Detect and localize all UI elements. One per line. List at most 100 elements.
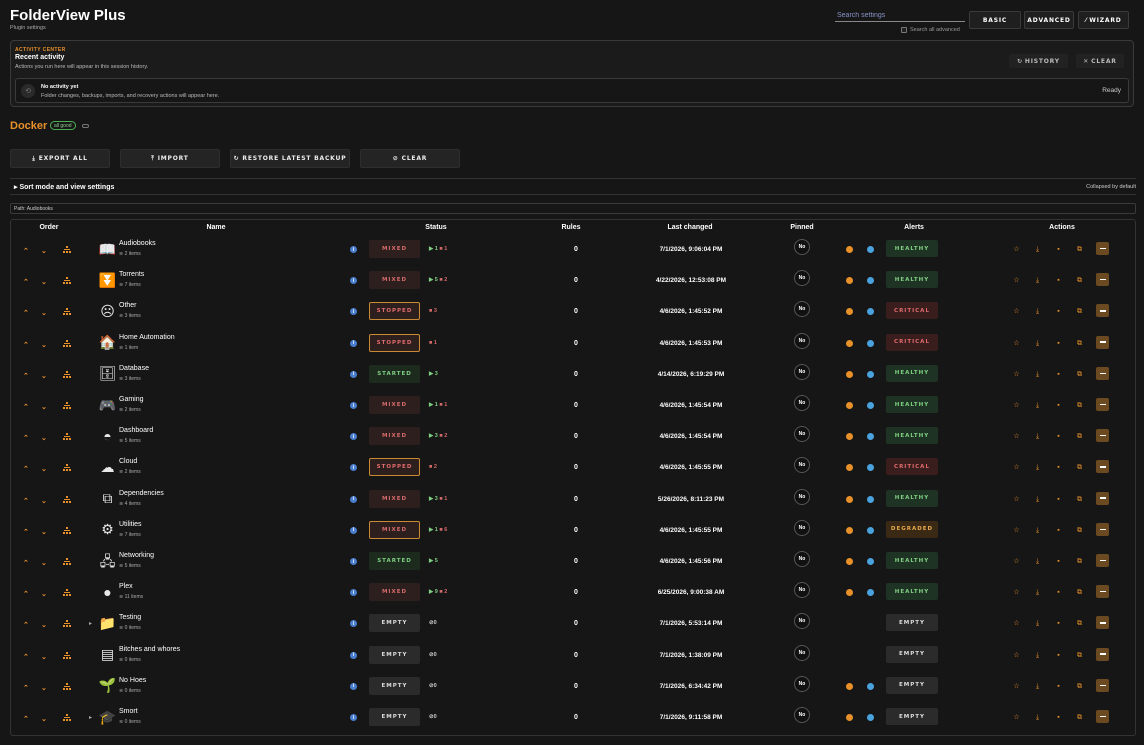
move-down-icon[interactable]: ⌄ <box>41 684 47 692</box>
star-icon[interactable]: ☆ <box>1013 651 1020 659</box>
copy-icon[interactable]: ⧉ <box>1077 495 1082 503</box>
hierarchy-icon[interactable] <box>63 526 71 535</box>
folder-name[interactable]: Dashboard <box>119 427 154 435</box>
search-all-checkbox[interactable] <box>901 27 907 33</box>
export-icon[interactable]: ⤓ <box>1035 464 1040 472</box>
export-icon[interactable]: ⤓ <box>1035 526 1040 534</box>
folder-name[interactable]: Home Automation <box>119 333 175 341</box>
pin-toggle[interactable]: No <box>794 363 810 380</box>
move-down-icon[interactable]: ⌄ <box>41 466 47 474</box>
info-icon[interactable]: i <box>350 402 357 409</box>
copy-icon[interactable]: ⧉ <box>1077 651 1082 659</box>
mode-basic-button[interactable]: BASIC <box>969 11 1021 29</box>
pin-toggle[interactable]: No <box>794 675 810 692</box>
info-icon[interactable]: i <box>350 246 357 253</box>
delete-icon[interactable]: ▪ <box>1057 433 1060 441</box>
folder-name[interactable]: Dependencies <box>119 489 164 497</box>
copy-icon[interactable]: ⧉ <box>1077 402 1082 409</box>
move-up-icon[interactable]: ⌃ <box>23 622 29 630</box>
hierarchy-icon[interactable] <box>63 402 71 410</box>
sort-settings-toggle[interactable]: ▸ Sort mode and view settings Collapsed … <box>10 178 1136 195</box>
info-icon[interactable]: i <box>350 620 357 628</box>
export-icon[interactable]: ⤓ <box>1035 339 1040 347</box>
search-all-toggle[interactable]: Search all advanced <box>901 27 960 33</box>
folder-name[interactable]: Networking <box>119 552 155 559</box>
move-up-icon[interactable]: ⌃ <box>23 248 29 255</box>
table-row[interactable]: ⌃ ⌄ ▸ 🎓 Smort ≋ 0 items i EMPTY ⊘0 0 7/1/2026, 9:1… <box>11 703 1135 734</box>
copy-icon[interactable]: ⧉ <box>1077 339 1082 347</box>
clear-button[interactable]: ⊘ CLEAR <box>360 149 460 168</box>
pin-toggle[interactable]: No <box>794 707 810 723</box>
hierarchy-icon[interactable] <box>63 620 71 628</box>
hierarchy-icon[interactable] <box>63 308 71 316</box>
menu-button[interactable] <box>1096 242 1109 255</box>
folder-name[interactable]: Plex <box>119 583 133 591</box>
info-icon[interactable]: i <box>350 526 357 534</box>
move-up-icon[interactable]: ⌃ <box>23 279 29 287</box>
star-icon[interactable]: ☆ <box>1013 308 1020 316</box>
table-row[interactable]: ⌃ ⌄ 🏠 Home Automation ≋ 1 item i STOPPED ■ 1 0 4/… <box>11 329 1135 360</box>
move-up-icon[interactable]: ⌃ <box>23 435 29 443</box>
delete-icon[interactable]: ▪ <box>1057 589 1060 597</box>
export-icon[interactable]: ⤓ <box>1035 495 1040 503</box>
info-icon[interactable]: i <box>350 558 357 565</box>
export-icon[interactable]: ⤓ <box>1035 370 1040 378</box>
export-icon[interactable]: ⤓ <box>1035 589 1040 597</box>
folder-name[interactable]: Audiobooks <box>119 240 156 247</box>
search-input[interactable] <box>835 9 965 22</box>
folder-name[interactable]: Smort <box>119 708 138 715</box>
hierarchy-icon[interactable] <box>63 682 71 691</box>
history-button[interactable]: ↻ HISTORY <box>1009 54 1068 68</box>
delete-icon[interactable]: ▪ <box>1057 682 1060 690</box>
menu-button[interactable] <box>1096 335 1109 349</box>
move-up-icon[interactable]: ⌃ <box>23 560 29 567</box>
export-all-button[interactable]: ⤓ EXPORT ALL <box>10 149 110 168</box>
folder-name[interactable]: Cloud <box>119 458 138 466</box>
delete-icon[interactable]: ▪ <box>1057 277 1060 285</box>
menu-button[interactable] <box>1096 273 1109 287</box>
move-up-icon[interactable]: ⌃ <box>23 341 29 349</box>
hierarchy-icon[interactable] <box>63 558 71 566</box>
star-icon[interactable]: ☆ <box>1013 277 1020 285</box>
move-up-icon[interactable]: ⌃ <box>23 310 29 318</box>
folder-name[interactable]: Bitches and whores <box>119 645 181 653</box>
pin-toggle[interactable]: No <box>794 426 810 443</box>
move-down-icon[interactable]: ⌄ <box>41 528 47 536</box>
expand-icon[interactable]: ▸ <box>89 621 93 628</box>
copy-icon[interactable]: ⧉ <box>1077 370 1082 378</box>
menu-button[interactable] <box>1096 522 1109 536</box>
delete-icon[interactable]: ▪ <box>1057 714 1060 721</box>
copy-icon[interactable]: ⧉ <box>1077 589 1082 597</box>
clear-activity-button[interactable]: ✕ CLEAR <box>1076 54 1124 68</box>
expand-icon[interactable]: ▸ <box>89 715 93 721</box>
export-icon[interactable]: ⤓ <box>1035 651 1040 659</box>
move-down-icon[interactable]: ⌄ <box>41 435 47 443</box>
star-icon[interactable]: ☆ <box>1013 433 1020 441</box>
pin-toggle[interactable]: No <box>794 301 810 318</box>
move-up-icon[interactable]: ⌃ <box>23 372 29 380</box>
star-icon[interactable]: ☆ <box>1013 464 1020 472</box>
menu-button[interactable] <box>1096 398 1109 411</box>
hierarchy-icon[interactable] <box>63 714 71 722</box>
table-row[interactable]: ⌃ ⌄ ▸ 📁 Testing ≋ 0 items i EMPTY ⊘0 0 7/1/2026, 5… <box>11 609 1135 640</box>
info-icon[interactable]: i <box>350 339 357 347</box>
table-row[interactable]: ⌃ ⌄ ☹ Other ≋ 3 items i STOPPED ■ 3 0 4/6/2026, 1… <box>11 297 1135 328</box>
pin-toggle[interactable]: No <box>794 270 810 287</box>
menu-button[interactable] <box>1096 304 1109 318</box>
copy-icon[interactable]: ⧉ <box>1077 558 1082 565</box>
folder-name[interactable]: Gaming <box>119 396 144 403</box>
table-row[interactable]: ⌃ ⌄ 📖 Audiobooks ≋ 2 items i MIXED ▶ 1 ■ 1 0 7/1/… <box>11 235 1135 266</box>
copy-icon[interactable]: ⧉ <box>1077 526 1082 534</box>
delete-icon[interactable]: ▪ <box>1057 464 1060 472</box>
export-icon[interactable]: ⤓ <box>1035 246 1040 253</box>
table-row[interactable]: ⌃ ⌄ ⚙ Utilities ≋ 7 items i MIXED ▶ 1 ■ 6 0 4/6/2… <box>11 516 1135 547</box>
pin-toggle[interactable]: No <box>794 457 810 474</box>
star-icon[interactable]: ☆ <box>1013 558 1020 565</box>
delete-icon[interactable]: ▪ <box>1057 651 1060 659</box>
export-icon[interactable]: ⤓ <box>1035 402 1040 409</box>
pin-toggle[interactable]: No <box>794 613 810 630</box>
info-icon[interactable]: i <box>350 651 357 659</box>
star-icon[interactable]: ☆ <box>1013 526 1020 534</box>
export-icon[interactable]: ⤓ <box>1035 620 1040 628</box>
move-up-icon[interactable]: ⌃ <box>23 591 29 599</box>
